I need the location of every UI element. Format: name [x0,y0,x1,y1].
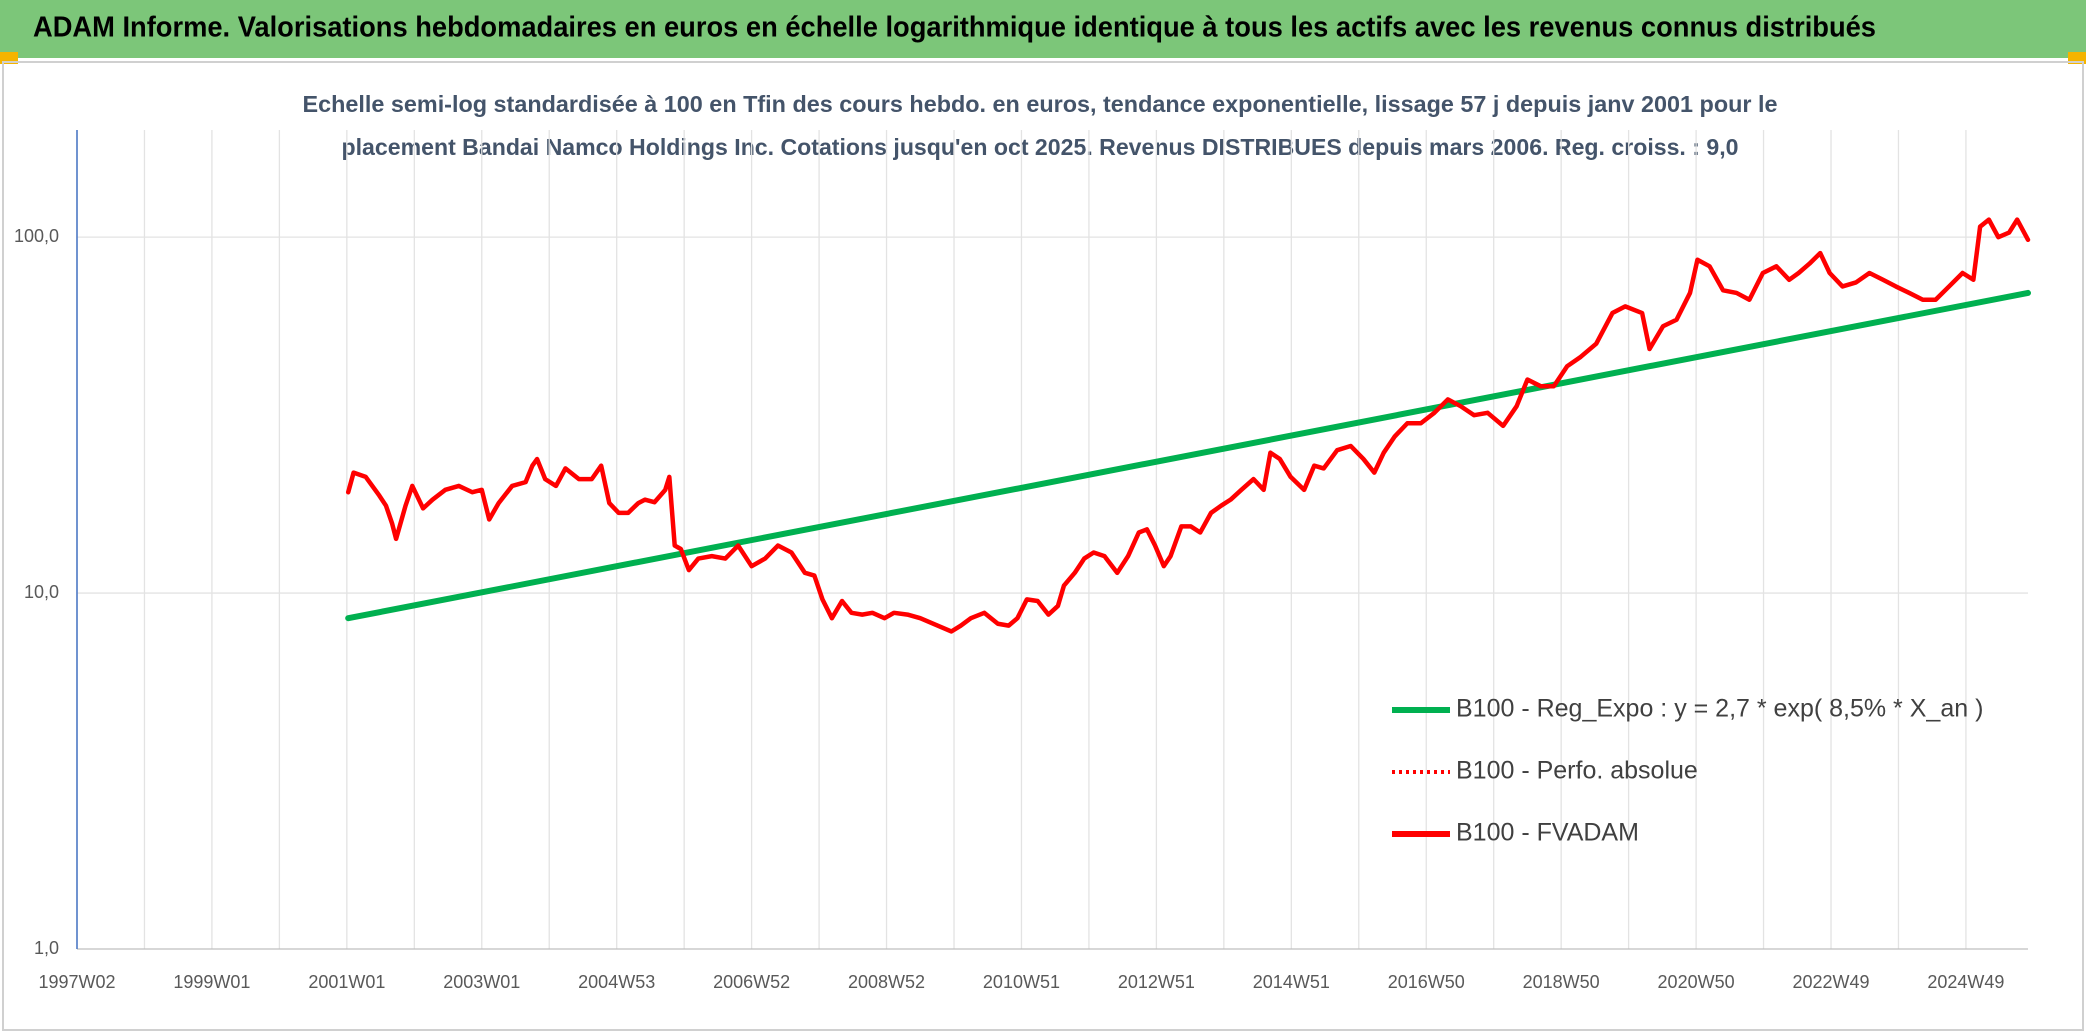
y-tick-label: 1,0 [34,938,59,958]
x-tick-label: 2022W49 [1792,972,1869,992]
y-tick-label: 10,0 [24,582,59,602]
x-tick-label: 2010W51 [983,972,1060,992]
legend-label: B100 - Reg_Expo : y = 2,7 * exp( 8,5% * … [1456,695,1983,723]
chart-frame [2,61,2084,1031]
y-tick-label: 100,0 [14,226,59,246]
x-tick-label: 2024W49 [1927,972,2004,992]
data-line [345,217,2031,634]
chart-subtitle: Echelle semi-log standardisée à 100 en T… [303,91,1778,117]
legend-label: B100 - Perfo. absolue [1456,757,1698,785]
legend-label: B100 - FVADAM [1456,819,1639,847]
x-tick-label: 1997W02 [38,972,115,992]
data-line [345,289,2031,622]
x-tick-label: 2008W52 [848,972,925,992]
x-tick-label: 2016W50 [1388,972,1465,992]
x-tick-label: 2001W01 [308,972,385,992]
x-tick-label: 2006W52 [713,972,790,992]
chart-subtitle: placement Bandai Namco Holdings Inc. Cot… [342,134,1739,160]
x-tick-label: 2004W53 [578,972,655,992]
x-tick-label: 2020W50 [1658,972,1735,992]
x-tick-label: 2003W01 [443,972,520,992]
x-tick-label: 1999W01 [173,972,250,992]
x-tick-label: 2012W51 [1118,972,1195,992]
header-bar [0,0,2086,58]
header-title: ADAM Informe. Valorisations hebdomadaire… [33,12,1876,44]
x-tick-label: 2018W50 [1523,972,1600,992]
x-tick-label: 2014W51 [1253,972,1330,992]
